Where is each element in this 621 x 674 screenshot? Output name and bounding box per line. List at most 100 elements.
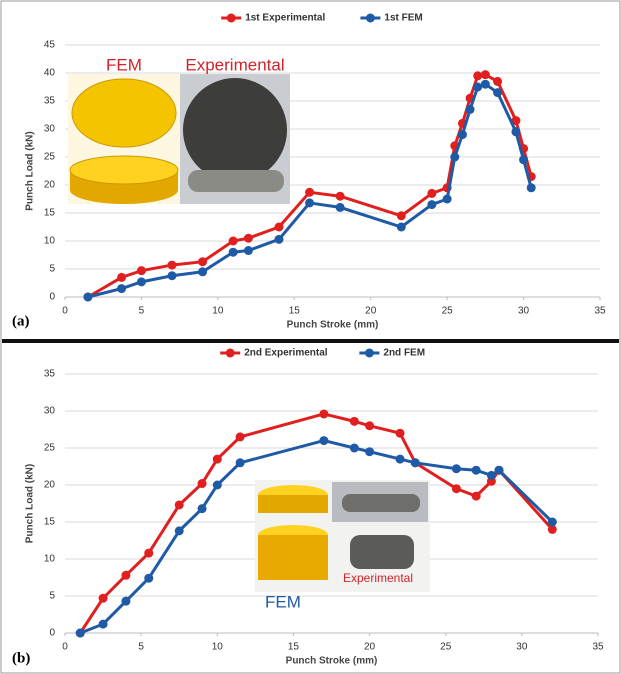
- legend-label: 1st FEM: [384, 13, 422, 24]
- y-tick-label: 0: [49, 628, 55, 639]
- data-point: [175, 526, 184, 535]
- x-tick-label: 35: [594, 306, 606, 317]
- data-point: [365, 447, 374, 456]
- data-point: [175, 500, 184, 509]
- data-point: [495, 466, 504, 475]
- inset-a: FEM Experimental: [68, 55, 290, 204]
- data-point: [244, 246, 253, 255]
- inset-label: FEM: [265, 592, 301, 611]
- x-axis-title: Punch Stroke (mm): [286, 656, 378, 667]
- x-tick-label: 25: [440, 642, 452, 653]
- data-point: [99, 594, 108, 603]
- figure: FEM Experimental FEM Experimental 0 5 10 15…: [0, 0, 621, 674]
- data-point: [350, 444, 359, 453]
- data-point: [443, 195, 452, 204]
- data-point: [396, 429, 405, 438]
- data-point: [458, 130, 467, 139]
- data-point: [117, 273, 126, 282]
- data-point: [487, 471, 496, 480]
- data-point: [236, 458, 245, 467]
- data-point: [236, 432, 245, 441]
- data-point: [275, 235, 284, 244]
- data-point: [365, 421, 374, 430]
- panel-label: (b): [12, 650, 30, 666]
- y-axis-title: Punch Load (kN): [25, 464, 36, 543]
- y-tick-label: 5: [49, 591, 55, 602]
- data-point: [548, 518, 557, 527]
- data-point: [76, 629, 85, 638]
- data-point: [121, 597, 130, 606]
- data-point: [244, 234, 253, 243]
- data-point: [275, 223, 284, 232]
- data-point: [427, 200, 436, 209]
- data-point: [229, 248, 238, 257]
- x-tick-label: 35: [592, 642, 604, 653]
- x-tick-label: 0: [62, 306, 68, 317]
- legend-marker: [226, 349, 235, 358]
- data-point: [168, 271, 177, 280]
- y-tick-label: 25: [44, 152, 56, 163]
- panel-label: (a): [12, 313, 30, 329]
- data-point: [411, 458, 420, 467]
- data-point: [121, 571, 130, 580]
- data-point: [472, 492, 481, 501]
- y-tick-label: 10: [44, 236, 56, 247]
- data-point: [83, 293, 92, 302]
- data-point: [493, 88, 502, 97]
- data-point: [452, 484, 461, 493]
- x-tick-label: 25: [442, 306, 454, 317]
- data-point: [319, 409, 328, 418]
- x-tick-label: 15: [289, 306, 301, 317]
- data-point: [511, 127, 520, 136]
- y-tick-label: 15: [44, 517, 56, 528]
- y-tick-label: 30: [44, 124, 56, 135]
- data-point: [481, 80, 490, 89]
- data-point: [350, 417, 359, 426]
- data-point: [213, 481, 222, 490]
- data-point: [198, 504, 207, 513]
- data-point: [336, 203, 345, 212]
- data-point: [99, 620, 108, 629]
- x-tick-label: 15: [288, 642, 300, 653]
- data-point: [305, 188, 314, 197]
- y-axis-title: Punch Load (kN): [25, 131, 36, 210]
- inset-label: Experimental: [185, 55, 284, 74]
- data-point: [473, 83, 482, 92]
- data-point: [450, 153, 459, 162]
- data-point: [144, 549, 153, 558]
- data-point: [117, 284, 126, 293]
- y-tick-label: 10: [44, 554, 56, 565]
- data-point: [527, 183, 536, 192]
- data-point: [397, 223, 406, 232]
- inset-label: FEM: [106, 55, 142, 74]
- data-point: [519, 155, 528, 164]
- x-tick-label: 10: [212, 642, 224, 653]
- data-point: [229, 237, 238, 246]
- x-tick-label: 10: [212, 306, 224, 317]
- data-point: [305, 198, 314, 207]
- legend-marker: [365, 349, 374, 358]
- y-tick-label: 40: [44, 68, 56, 79]
- data-point: [396, 455, 405, 464]
- legend-marker: [366, 14, 375, 23]
- data-point: [493, 77, 502, 86]
- data-point: [168, 261, 177, 270]
- separator: [2, 339, 619, 343]
- data-point: [319, 436, 328, 445]
- data-point: [137, 266, 146, 275]
- y-tick-label: 20: [44, 180, 56, 191]
- x-tick-label: 5: [138, 642, 144, 653]
- y-tick-label: 30: [44, 406, 56, 417]
- inset-label: Experimental: [343, 571, 413, 585]
- x-tick-label: 30: [518, 306, 530, 317]
- data-point: [198, 479, 207, 488]
- data-point: [213, 455, 222, 464]
- x-tick-label: 20: [364, 642, 376, 653]
- inset-b: FEM Experimental: [255, 480, 430, 611]
- data-point: [481, 70, 490, 79]
- data-point: [473, 71, 482, 80]
- data-point: [466, 105, 475, 114]
- legend-label: 2nd Experimental: [244, 348, 328, 359]
- x-axis-title: Punch Stroke (mm): [287, 320, 379, 331]
- y-tick-label: 0: [49, 292, 55, 303]
